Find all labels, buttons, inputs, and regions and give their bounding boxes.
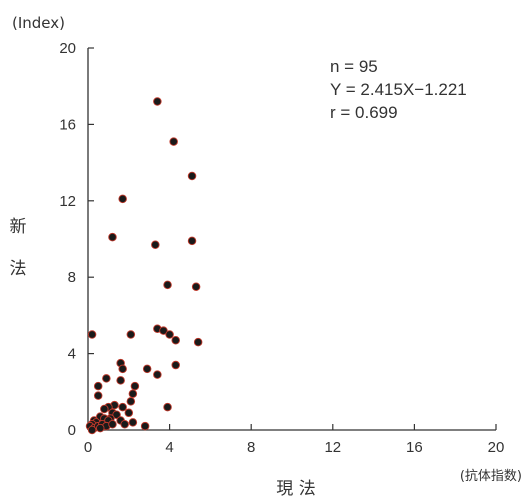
data-point	[130, 381, 140, 391]
stat-annotation: n = 95	[330, 57, 378, 76]
data-point	[93, 391, 103, 400]
x-tick-label: 4	[165, 439, 173, 456]
x-tick-label: 0	[84, 439, 92, 456]
x-tick-label: 16	[406, 439, 423, 456]
y-tick-label: 20	[59, 40, 76, 57]
data-point	[169, 137, 178, 146]
data-point	[171, 335, 180, 345]
data-point	[112, 410, 121, 419]
x-axis-title: 現 法	[276, 479, 315, 498]
data-point	[171, 360, 180, 370]
data-point	[142, 364, 152, 374]
data-point	[187, 171, 197, 181]
y-tick-label: 12	[59, 193, 76, 210]
data-point	[159, 326, 168, 335]
regression-stats: n = 95 Y = 2.415X−1.221 r = 0.699	[330, 57, 467, 122]
data-point	[153, 97, 162, 106]
x-axis-unit-label: (抗体指数)	[460, 469, 522, 484]
tick-labels: 0 4 8 12 16 20 0 4 8 12 16 20	[59, 40, 504, 456]
data-point	[153, 370, 162, 379]
data-point	[191, 282, 201, 292]
axes	[87, 48, 496, 431]
y-tick-label: 4	[68, 346, 76, 363]
tick-marks	[87, 47, 497, 431]
y-axis-title: 新法	[10, 217, 27, 279]
x-tick-label: 20	[488, 439, 505, 456]
data-points	[85, 97, 203, 435]
y-tick-label: 16	[59, 116, 76, 133]
data-point	[165, 330, 174, 339]
data-point	[100, 404, 109, 414]
y-axis-unit-label: (Index)	[12, 14, 65, 32]
stat-annotation: Y = 2.415X−1.221	[330, 80, 467, 99]
data-point	[120, 420, 129, 429]
data-point	[87, 425, 97, 435]
data-point	[118, 402, 127, 412]
data-point	[102, 374, 111, 383]
data-point	[140, 421, 150, 431]
y-tick-label: 8	[68, 269, 76, 286]
data-point	[95, 423, 105, 433]
data-point	[118, 364, 127, 374]
stat-annotation: r = 0.699	[330, 103, 398, 122]
data-point	[116, 376, 125, 385]
x-tick-label: 12	[324, 439, 341, 456]
data-point	[163, 280, 172, 290]
x-tick-label: 8	[247, 439, 255, 456]
data-point	[163, 402, 172, 412]
data-point	[87, 330, 97, 339]
y-tick-label: 0	[68, 422, 76, 439]
data-point	[124, 408, 134, 418]
y-axis-title-char: 新	[10, 217, 27, 237]
data-point	[128, 418, 138, 427]
data-point	[128, 389, 138, 398]
data-point	[108, 232, 117, 242]
data-point	[126, 330, 136, 339]
data-point	[93, 381, 103, 391]
data-point	[118, 194, 127, 204]
data-point	[126, 397, 136, 406]
data-point	[108, 420, 117, 429]
y-axis-title-char: 法	[10, 259, 27, 279]
data-point	[187, 236, 197, 246]
data-point	[151, 240, 160, 249]
data-point	[193, 337, 203, 347]
